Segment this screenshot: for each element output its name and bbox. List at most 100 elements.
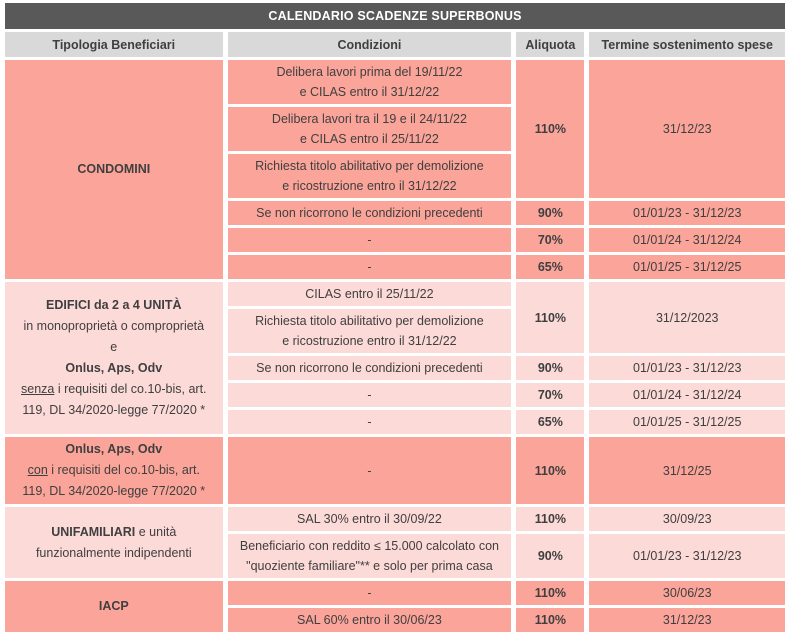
beneficiary-line: funzionalmente indipendenti	[9, 543, 219, 564]
beneficiary-text-segment: 119, DL 34/2020-legge 77/2020 *	[22, 403, 206, 417]
column-header-termine: Termine sostenimento spese	[589, 32, 785, 57]
condition-cell: Se non ricorrono le condizioni precedent…	[227, 201, 512, 225]
condition-line: SAL 30% entro il 30/09/22	[297, 512, 442, 526]
condition-line: -	[367, 233, 372, 247]
condition-line: -	[367, 415, 372, 429]
beneficiary-text-segment: Onlus, Aps, Odv	[65, 361, 163, 375]
termine-cell: 01/01/23 - 31/12/23	[589, 201, 785, 225]
condition-line: Delibera lavori prima del 19/11/22	[276, 65, 463, 79]
condition-cell: Richiesta titolo abilitativo per demoliz…	[227, 154, 512, 198]
termine-cell: 01/01/23 - 31/12/23	[589, 356, 785, 380]
column-header-condizioni: Condizioni	[227, 32, 512, 57]
table-title: CALENDARIO SCADENZE SUPERBONUS	[5, 3, 785, 29]
termine-cell: 31/12/25	[589, 437, 785, 504]
termine-cell: 01/01/24 - 31/12/24	[589, 383, 785, 407]
aliquota-cell: 65%	[516, 255, 585, 279]
condition-line: Delibera lavori tra il 19 e il 24/11/22	[271, 112, 467, 126]
beneficiary-text-segment: senza	[21, 382, 55, 396]
condition-line: e CILAS entro il 31/12/22	[299, 85, 440, 99]
aliquota-cell: 70%	[516, 228, 585, 252]
condition-cell: Richiesta titolo abilitativo per demoliz…	[227, 309, 512, 353]
beneficiary-text-segment: EDIFICI da 2 a 4 UNITÀ	[46, 298, 182, 312]
column-header-beneficiari: Tipologia Beneficiari	[5, 32, 223, 57]
termine-cell: 01/01/25 - 31/12/25	[589, 410, 785, 434]
table-row: Se non ricorrono le condizioni precedent…	[5, 201, 785, 225]
beneficiary-cell-block-3: Onlus, Aps, Odv con i requisiti del co.10…	[5, 437, 223, 504]
beneficiary-line: 119, DL 34/2020-legge 77/2020 *	[9, 481, 219, 502]
termine-cell: 01/01/24 - 31/12/24	[589, 228, 785, 252]
condition-cell: -	[227, 437, 512, 504]
beneficiary-text-segment: con	[27, 463, 48, 477]
table-row: Onlus, Aps, Odv con i requisiti del co.10…	[5, 437, 785, 504]
condition-line: -	[367, 260, 372, 274]
condition-cell: SAL 60% entro il 30/06/23	[227, 608, 512, 632]
beneficiary-text-segment: CONDOMINI	[77, 162, 151, 176]
termine-cell: 31/12/2023	[589, 282, 785, 353]
table-row: - 70% 01/01/24 - 31/12/24	[5, 383, 785, 407]
condition-cell: -	[227, 383, 512, 407]
condition-line: e ricostruzione entro il 31/12/22	[282, 179, 457, 193]
aliquota-cell: 110%	[516, 282, 585, 353]
aliquota-cell: 90%	[516, 201, 585, 225]
condition-line: -	[367, 586, 372, 600]
table-row: - 65% 01/01/25 - 31/12/25	[5, 410, 785, 434]
condition-cell: Se non ricorrono le condizioni precedent…	[227, 356, 512, 380]
beneficiary-cell-block-2: EDIFICI da 2 a 4 UNITÀ in monoproprietà o…	[5, 282, 223, 434]
condition-line: e CILAS entro il 25/11/22	[300, 132, 439, 146]
aliquota-cell: 90%	[516, 534, 585, 578]
beneficiary-text-segment: i requisiti del co.10-bis, art.	[47, 463, 200, 477]
beneficiary-cell-block-1: CONDOMINI	[5, 60, 223, 279]
table-row: - 65% 01/01/25 - 31/12/25	[5, 255, 785, 279]
table-row: Delibera lavori tra il 19 e il 24/11/22 e…	[5, 107, 785, 151]
beneficiary-line: UNIFAMILIARI e unità	[9, 522, 219, 543]
condition-line: -	[367, 388, 372, 402]
condition-cell: SAL 30% entro il 30/09/22	[227, 507, 512, 531]
termine-cell: 30/06/23	[589, 581, 785, 605]
condition-cell: -	[227, 228, 512, 252]
condition-line: "quoziente familiare"** e solo per prima…	[246, 559, 493, 573]
condition-cell: CILAS entro il 25/11/22	[227, 282, 512, 306]
aliquota-cell: 65%	[516, 410, 585, 434]
condition-cell: -	[227, 255, 512, 279]
table-row: Se non ricorrono le condizioni precedent…	[5, 356, 785, 380]
beneficiary-line: senza i requisiti del co.10-bis, art.	[9, 379, 219, 400]
condition-cell: Beneficiario con reddito ≤ 15.000 calcol…	[227, 534, 512, 578]
beneficiary-text-segment: IACP	[98, 599, 129, 613]
termine-cell: 01/01/25 - 31/12/25	[589, 255, 785, 279]
condition-line: Richiesta titolo abilitativo per demoliz…	[255, 159, 484, 173]
aliquota-cell: 110%	[516, 507, 585, 531]
beneficiary-line: Onlus, Aps, Odv	[9, 439, 219, 460]
column-header-row: Tipologia Beneficiari Condizioni Aliquot…	[5, 32, 785, 57]
aliquota-cell: 90%	[516, 356, 585, 380]
beneficiary-cell-block-5: IACP	[5, 581, 223, 632]
table-row: Richiesta titolo abilitativo per demoliz…	[5, 309, 785, 353]
beneficiary-cell-block-4: UNIFAMILIARI e unità funzionalmente indip…	[5, 507, 223, 578]
beneficiary-line: con i requisiti del co.10-bis, art.	[9, 460, 219, 481]
beneficiary-text-segment: e	[110, 340, 118, 354]
table-row: Beneficiario con reddito ≤ 15.000 calcol…	[5, 534, 785, 578]
condition-line: Beneficiario con reddito ≤ 15.000 calcol…	[239, 539, 499, 553]
beneficiary-text-segment: Onlus, Aps, Odv	[65, 442, 163, 456]
condition-line: Se non ricorrono le condizioni precedent…	[256, 206, 483, 220]
table-row: SAL 60% entro il 30/06/23 110% 31/12/23	[5, 608, 785, 632]
beneficiary-line: IACP	[9, 596, 219, 617]
beneficiary-line: 119, DL 34/2020-legge 77/2020 *	[9, 400, 219, 421]
aliquota-cell: 70%	[516, 383, 585, 407]
condition-cell: -	[227, 581, 512, 605]
termine-cell: 30/09/23	[589, 507, 785, 531]
table-body: CONDOMINI Delibera lavori prima del 19/11…	[5, 60, 785, 632]
beneficiary-line: in monoproprietà o comproprietà	[9, 316, 219, 337]
table-row: EDIFICI da 2 a 4 UNITÀ in monoproprietà o…	[5, 282, 785, 434]
condition-line: CILAS entro il 25/11/22	[305, 287, 434, 301]
condition-cell: -	[227, 410, 512, 434]
termine-cell: 31/12/23	[589, 60, 785, 198]
table-title-row: CALENDARIO SCADENZE SUPERBONUS	[5, 3, 785, 29]
beneficiary-line: CONDOMINI	[9, 159, 219, 180]
termine-cell: 31/12/23	[589, 608, 785, 632]
beneficiary-text-segment: UNIFAMILIARI	[51, 524, 136, 539]
beneficiary-line: EDIFICI da 2 a 4 UNITÀ	[9, 295, 219, 316]
column-header-aliquota: Aliquota	[516, 32, 585, 57]
condition-line: Se non ricorrono le condizioni precedent…	[256, 361, 483, 375]
table-row: CONDOMINI Delibera lavori prima del 19/11…	[5, 60, 785, 279]
